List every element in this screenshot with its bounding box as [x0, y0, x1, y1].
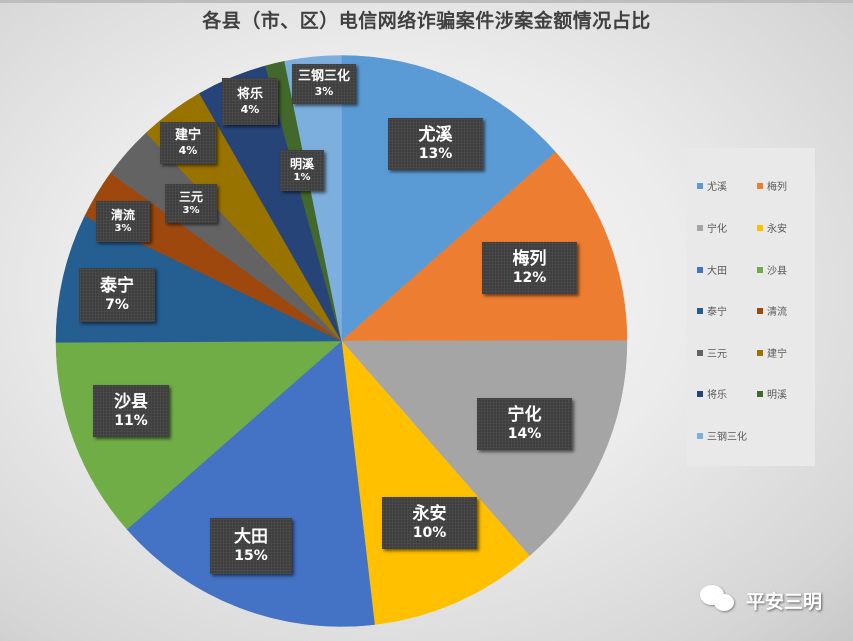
data-label-percent: 7%: [105, 296, 129, 313]
data-label: 宁化 14%: [477, 398, 572, 450]
legend-swatch: [757, 182, 763, 189]
data-label-name: 梅列: [512, 248, 547, 269]
legend-swatch: [757, 349, 763, 356]
data-label-name: 将乐: [236, 86, 263, 102]
data-label: 梅列 12%: [482, 242, 577, 294]
data-label-percent: 15%: [234, 547, 268, 564]
legend-label: 永安: [767, 224, 787, 235]
legend: 尤溪 梅列宁化 永安大田 沙县泰宁 清流三元 建宁将乐 明溪三钢三化: [687, 148, 815, 466]
data-label: 沙县 11%: [93, 385, 169, 437]
data-label: 明溪 1%: [280, 150, 324, 191]
legend-swatch: [697, 349, 703, 356]
data-label-name: 三元: [178, 189, 203, 204]
data-label-percent: 11%: [114, 412, 148, 429]
data-label-name: 大田: [234, 526, 268, 547]
legend-swatch: [697, 182, 703, 189]
legend-item: 三钢三化: [697, 428, 747, 443]
legend-label: 将乐: [707, 390, 727, 401]
data-label: 建宁 4%: [160, 122, 216, 164]
legend-swatch: [757, 266, 763, 273]
data-label: 永安 10%: [382, 497, 477, 549]
data-label-percent: 3%: [314, 85, 334, 99]
data-label-percent: 1%: [293, 171, 311, 183]
legend-item: 宁化: [697, 220, 727, 235]
legend-swatch: [697, 432, 703, 439]
legend-item: 永安: [757, 220, 787, 235]
legend-item: 明溪: [757, 386, 787, 401]
data-label-percent: 4%: [178, 144, 198, 158]
legend-label: 大田: [707, 266, 727, 277]
data-label: 三钢三化 3%: [292, 64, 356, 104]
data-label-percent: 3%: [114, 222, 132, 234]
legend-label: 尤溪: [707, 182, 727, 193]
legend-label: 梅列: [767, 182, 787, 193]
legend-item: 大田: [697, 262, 727, 277]
data-label-percent: 13%: [418, 145, 453, 162]
legend-swatch: [757, 390, 763, 397]
legend-item: 沙县: [757, 262, 787, 277]
legend-label: 宁化: [707, 224, 727, 235]
legend-item: 将乐: [697, 386, 727, 401]
data-label: 清流 3%: [96, 201, 150, 242]
data-label-name: 尤溪: [418, 124, 453, 145]
top-border: [0, 0, 853, 3]
chart-title: 各县（市、区）电信网络诈骗案件涉案金额情况占比: [202, 10, 651, 32]
legend-label: 三钢三化: [707, 432, 747, 443]
legend-item: 梅列: [757, 178, 787, 193]
legend-item: 尤溪: [697, 178, 727, 193]
legend-label: 建宁: [767, 349, 787, 360]
data-label: 将乐 4%: [222, 78, 278, 125]
data-label-name: 泰宁: [100, 275, 134, 296]
legend-item: 清流: [757, 303, 787, 318]
legend-label: 三元: [707, 349, 727, 360]
pie-slice-三钢三化: [284, 55, 342, 342]
data-label: 泰宁 7%: [79, 268, 155, 322]
data-label-percent: 14%: [507, 425, 542, 442]
legend-swatch: [697, 390, 703, 397]
legend-swatch: [697, 224, 703, 231]
legend-swatch: [757, 224, 763, 231]
data-label-name: 建宁: [174, 128, 201, 143]
data-label: 三元 3%: [165, 184, 217, 223]
pie-slice-永安: [341, 340, 530, 625]
legend-label: 清流: [767, 307, 787, 318]
pie-slice-大田: [126, 340, 375, 627]
legend-label: 明溪: [767, 390, 787, 401]
watermark-text: 平安三明: [746, 590, 823, 613]
data-label-name: 明溪: [289, 156, 314, 171]
data-label-name: 宁化: [507, 404, 542, 425]
data-label-percent: 12%: [512, 269, 547, 286]
data-label-name: 三钢三化: [297, 69, 350, 84]
data-label-percent: 3%: [182, 204, 200, 216]
data-label-percent: 10%: [412, 524, 447, 541]
data-label-name: 沙县: [114, 391, 148, 412]
data-label: 尤溪 13%: [388, 118, 483, 170]
legend-label: 泰宁: [707, 307, 727, 318]
legend-item: 三元: [697, 345, 727, 360]
data-label-percent: 4%: [240, 102, 260, 116]
legend-label: 沙县: [767, 266, 787, 277]
data-label: 大田 15%: [210, 518, 292, 574]
wechat-icon: [700, 585, 736, 615]
legend-swatch: [697, 266, 703, 273]
data-label-name: 清流: [110, 207, 135, 222]
legend-swatch: [757, 307, 763, 314]
legend-item: 建宁: [757, 345, 787, 360]
data-label-name: 永安: [412, 503, 447, 524]
watermark: 平安三明: [700, 585, 822, 615]
legend-item: 泰宁: [697, 303, 727, 318]
legend-swatch: [697, 307, 703, 314]
